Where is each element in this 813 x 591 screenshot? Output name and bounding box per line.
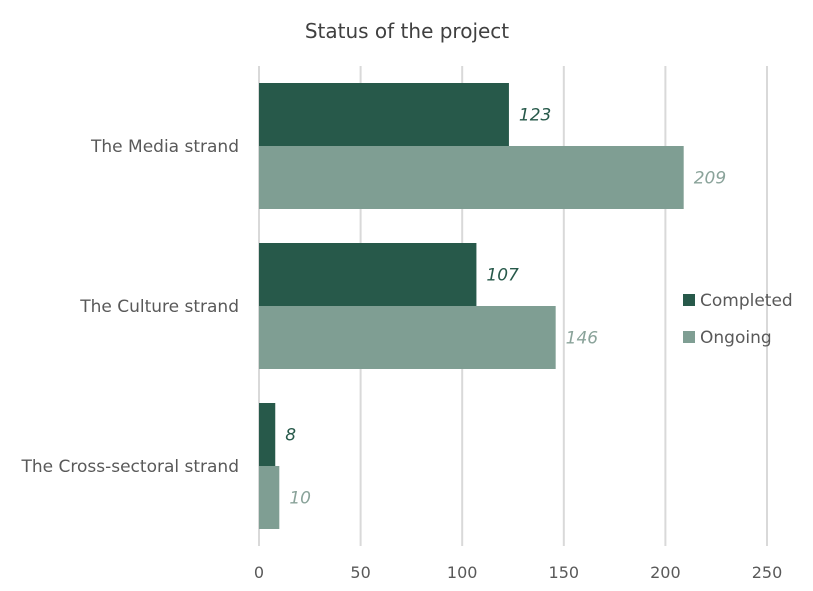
bar-completed-1 xyxy=(259,243,477,306)
x-tick-label-50: 50 xyxy=(350,563,370,582)
x-tick-label-150: 150 xyxy=(549,563,580,582)
x-tick-label-0: 0 xyxy=(254,563,264,582)
legend-label-completed: Completed xyxy=(700,291,793,311)
bar-ongoing-1 xyxy=(259,306,556,369)
bars xyxy=(259,83,684,529)
data-label-ongoing-0: 209 xyxy=(694,169,726,189)
legend-swatch-completed xyxy=(683,294,695,306)
category-labels: The Media strand The Culture strand The Cr… xyxy=(20,137,239,477)
x-tick-label-200: 200 xyxy=(650,563,681,582)
data-label-ongoing-1: 146 xyxy=(566,329,599,349)
category-label-1: The Culture strand xyxy=(79,297,239,317)
bar-ongoing-0 xyxy=(259,146,684,209)
bar-ongoing-2 xyxy=(259,466,280,529)
data-label-completed-1: 107 xyxy=(486,266,519,286)
bar-completed-2 xyxy=(259,403,276,466)
x-tick-label-100: 100 xyxy=(447,563,478,582)
legend-label-ongoing: Ongoing xyxy=(700,328,772,348)
category-label-2: The Cross-sectoral strand xyxy=(20,457,239,477)
x-axis-ticks: 0 50 100 150 200 250 xyxy=(254,563,782,582)
chart-title: Status of the project xyxy=(305,19,509,43)
bar-completed-0 xyxy=(259,83,509,146)
data-label-ongoing-2: 10 xyxy=(289,489,311,509)
legend-swatch-ongoing xyxy=(683,331,695,343)
data-labels: 123 209 107 146 8 10 xyxy=(285,106,726,509)
data-label-completed-2: 8 xyxy=(285,426,296,446)
x-tick-label-250: 250 xyxy=(752,563,783,582)
legend: Completed Ongoing xyxy=(683,291,793,348)
category-label-0: The Media strand xyxy=(90,137,239,157)
data-label-completed-0: 123 xyxy=(519,106,551,126)
